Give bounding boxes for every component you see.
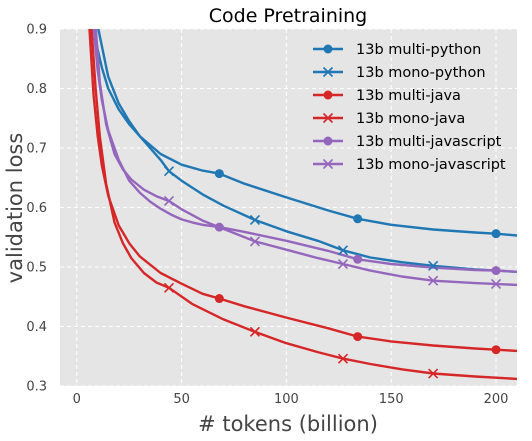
y-tick-label: 0.9 xyxy=(26,23,47,38)
y-axis-label: validation loss xyxy=(3,133,27,284)
data-point-5 xyxy=(249,236,261,247)
data-point-4 xyxy=(214,222,224,232)
legend-label: 13b mono-javascript xyxy=(356,157,506,173)
data-point-1 xyxy=(428,260,439,271)
legend-swatch-marker xyxy=(323,90,333,100)
marker-stroke xyxy=(337,353,349,364)
x-axis-label: # tokens (billion) xyxy=(198,412,378,436)
axis-ticks: 0 50 100 150 200 0.3 0.4 0.5 0.6 0.7 0.8 0.9 xyxy=(26,23,508,408)
legend-swatch-marker xyxy=(323,44,333,54)
y-tick-label: 0.6 xyxy=(26,201,47,216)
data-point-3 xyxy=(249,326,261,337)
legend-swatch-marker xyxy=(322,158,334,170)
marker-stroke xyxy=(428,275,439,286)
data-point-1 xyxy=(249,214,261,226)
legend-label: 13b mono-java xyxy=(356,111,465,127)
marker-stroke xyxy=(163,282,175,293)
marker-stroke xyxy=(322,158,334,170)
marker-stroke xyxy=(249,236,261,247)
data-point-3 xyxy=(163,282,175,293)
series-line-4 xyxy=(92,29,517,273)
y-tick-label: 0.8 xyxy=(26,82,47,97)
data-point-5 xyxy=(337,258,349,270)
x-tick-label: 200 xyxy=(484,392,509,407)
series-markers xyxy=(163,166,502,379)
series-line-5 xyxy=(94,29,517,287)
y-tick-label: 0.7 xyxy=(26,142,47,157)
legend-swatch-marker xyxy=(323,136,333,146)
y-tick-label: 0.3 xyxy=(26,380,47,395)
data-point-0 xyxy=(491,229,501,239)
chart-title: Code Pretraining xyxy=(209,5,368,27)
y-tick-label: 0.5 xyxy=(26,261,47,276)
marker-stroke xyxy=(490,278,502,290)
marker-stroke xyxy=(163,195,175,207)
data-point-4 xyxy=(353,254,363,264)
marker-stroke xyxy=(337,245,349,256)
x-tick-label: 100 xyxy=(274,392,299,407)
series-line-0 xyxy=(92,29,517,237)
data-point-1 xyxy=(163,166,175,177)
marker-stroke xyxy=(428,368,439,379)
marker-stroke xyxy=(249,214,261,226)
data-point-3 xyxy=(337,353,349,364)
data-point-0 xyxy=(353,214,363,224)
legend-swatch-marker xyxy=(322,66,334,78)
data-point-5 xyxy=(490,278,502,290)
legend-label: 13b mono-python xyxy=(356,65,486,81)
data-point-1 xyxy=(337,245,349,256)
x-tick-label: 0 xyxy=(73,392,81,407)
legend: 13b multi-python 13b mono-python 13b multi… xyxy=(313,42,506,173)
legend-label: 13b multi-python xyxy=(356,42,481,58)
data-point-3 xyxy=(428,368,439,379)
marker-stroke xyxy=(428,260,439,271)
data-point-2 xyxy=(353,332,363,342)
data-point-2 xyxy=(214,294,224,304)
marker-stroke xyxy=(249,326,261,337)
data-point-5 xyxy=(163,195,175,207)
data-point-2 xyxy=(491,345,501,355)
series-line-1 xyxy=(97,29,517,273)
marker-stroke xyxy=(163,166,175,177)
series-lines xyxy=(88,29,517,381)
legend-label: 13b multi-javascript xyxy=(356,134,502,150)
marker-stroke xyxy=(337,258,349,270)
legend-label: 13b multi-java xyxy=(356,88,461,104)
data-point-5 xyxy=(428,275,439,286)
x-tick-label: 50 xyxy=(173,392,190,407)
legend-swatch-marker xyxy=(322,112,334,124)
x-tick-label: 150 xyxy=(379,392,404,407)
data-point-4 xyxy=(491,266,501,276)
y-tick-label: 0.4 xyxy=(26,320,47,335)
marker-stroke xyxy=(322,112,334,124)
data-point-0 xyxy=(214,169,224,179)
series-line-3 xyxy=(90,29,517,381)
marker-stroke xyxy=(322,66,334,78)
